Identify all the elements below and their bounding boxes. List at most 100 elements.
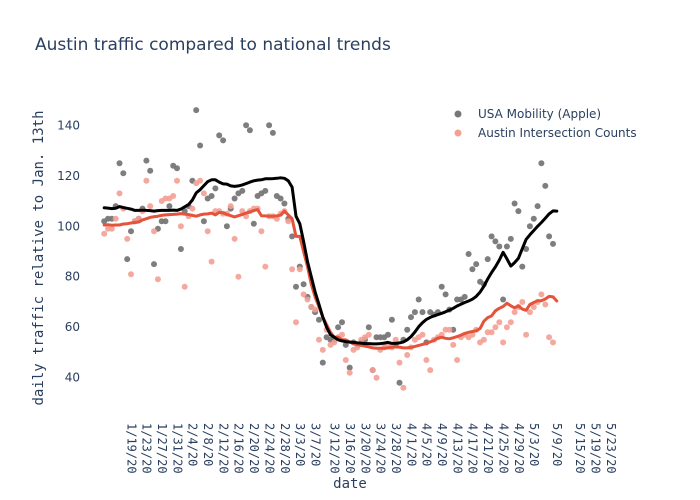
data-point	[538, 291, 545, 298]
data-point	[223, 223, 230, 230]
data-point	[507, 319, 514, 326]
data-point	[404, 326, 411, 333]
x-tick-label: 3/7/20	[308, 423, 322, 466]
series-usa-mobility-line	[102, 176, 559, 346]
data-point	[465, 251, 472, 257]
data-point	[258, 228, 265, 235]
data-point	[281, 200, 288, 207]
data-point	[411, 309, 418, 316]
x-tick-label: 4/29/20	[512, 423, 526, 474]
x-tick-label: 5/3/20	[527, 423, 541, 466]
data-point	[235, 273, 242, 280]
data-point	[193, 107, 200, 114]
data-point	[473, 261, 480, 268]
data-point	[289, 266, 296, 273]
data-point	[469, 266, 476, 273]
data-point	[342, 341, 349, 348]
data-point	[231, 195, 238, 202]
data-point	[151, 228, 157, 235]
data-point	[408, 314, 414, 321]
data-point	[200, 218, 207, 225]
data-point	[346, 369, 353, 376]
data-point	[550, 240, 556, 247]
data-point	[124, 256, 131, 263]
data-point	[342, 357, 349, 363]
data-point	[166, 203, 173, 210]
data-point	[154, 276, 161, 283]
x-tick-label: 2/8/20	[201, 423, 215, 466]
x-tick-label: 5/15/20	[573, 423, 587, 474]
data-point	[385, 331, 391, 338]
x-tick-label: 4/1/20	[404, 423, 418, 466]
legend-label-austin-counts[interactable]: Austin Intersection Counts	[478, 126, 637, 140]
chart-title: Austin traffic compared to national tren…	[35, 35, 391, 55]
data-point	[400, 384, 407, 391]
x-tick-label: 3/16/20	[343, 423, 357, 474]
x-axis-title: date	[333, 476, 367, 492]
data-point	[503, 243, 510, 250]
y-tick-label: 40	[65, 371, 80, 385]
data-point	[373, 374, 380, 381]
data-point	[227, 203, 234, 210]
x-tick-label: 5/9/20	[550, 423, 564, 466]
data-point	[526, 223, 533, 230]
data-point	[208, 258, 215, 265]
legend[interactable]: USA Mobility (Apple) Austin Intersection…	[454, 107, 637, 140]
data-point	[496, 319, 503, 326]
data-point	[507, 235, 514, 242]
data-point	[488, 329, 495, 336]
data-point	[293, 319, 299, 326]
data-point	[423, 357, 430, 363]
plot-area	[101, 107, 559, 391]
data-point	[480, 336, 487, 343]
data-point	[197, 177, 204, 184]
data-point	[170, 193, 177, 199]
data-point	[312, 306, 319, 313]
series-usa-mobility-points	[101, 107, 556, 386]
data-point	[197, 142, 204, 149]
data-point	[277, 195, 284, 202]
data-point	[162, 218, 169, 225]
x-tick-label: 2/4/20	[186, 423, 200, 466]
x-tick-label: 4/5/20	[420, 423, 434, 466]
data-point	[296, 266, 303, 273]
data-point	[503, 324, 510, 331]
data-point	[365, 331, 372, 338]
data-point	[523, 246, 530, 252]
data-point	[116, 160, 123, 167]
data-point	[266, 122, 273, 129]
data-point	[484, 256, 491, 263]
data-point	[151, 261, 157, 268]
data-point	[530, 304, 537, 310]
data-point	[239, 187, 246, 194]
y-tick-label: 140	[57, 118, 80, 132]
data-point	[316, 336, 322, 343]
data-point	[526, 309, 533, 316]
data-point	[419, 331, 426, 338]
data-point	[246, 127, 253, 134]
x-tick-label: 1/31/20	[170, 423, 184, 474]
data-point	[262, 263, 269, 270]
data-point	[450, 341, 457, 348]
data-point	[216, 132, 223, 139]
x-tick-label: 2/16/20	[232, 423, 246, 474]
data-point	[231, 235, 238, 242]
data-point	[427, 367, 434, 374]
data-point	[128, 271, 134, 278]
x-tick-label: 1/27/20	[155, 423, 169, 474]
legend-marker-usa-mobility	[454, 110, 462, 118]
data-point	[112, 215, 119, 222]
x-tick-label: 2/28/20	[278, 423, 292, 474]
data-point	[388, 316, 395, 323]
data-point	[530, 215, 537, 222]
data-point	[262, 187, 269, 194]
data-point	[331, 339, 338, 346]
data-point	[269, 129, 276, 136]
data-point	[546, 233, 553, 240]
data-point	[220, 137, 227, 144]
data-point	[500, 339, 507, 346]
legend-label-usa-mobility[interactable]: USA Mobility (Apple)	[478, 107, 601, 121]
y-tick-label: 120	[57, 169, 80, 183]
data-point	[174, 165, 180, 172]
